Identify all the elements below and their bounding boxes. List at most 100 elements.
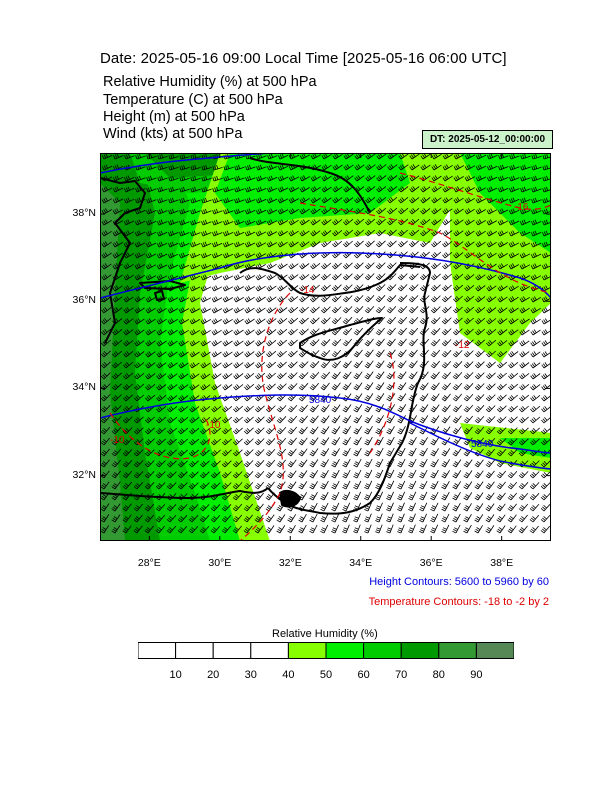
wind-barb <box>464 219 475 226</box>
wind-barb <box>331 502 340 512</box>
wind-barb <box>530 285 541 292</box>
lon-label: 32°E <box>278 557 302 569</box>
wind-barb <box>123 197 135 204</box>
wind-barb <box>430 371 440 380</box>
wind-barb <box>145 329 156 336</box>
wind-barb <box>210 514 221 523</box>
colorbar-swatch <box>287 642 327 659</box>
wind-barb <box>145 230 157 237</box>
wind-barb <box>442 208 453 215</box>
wind-barb <box>265 448 276 457</box>
field-rh: Relative Humidity (%) at 500 hPa <box>103 74 317 90</box>
wind-barb <box>178 384 189 391</box>
wind-barb <box>331 491 340 501</box>
wind-barb <box>310 295 320 303</box>
wind-barb <box>342 426 352 435</box>
wind-barb <box>200 460 210 468</box>
chart-title: Date: 2025-05-16 09:00 Local Time [2025-… <box>100 50 507 67</box>
wind-barb <box>398 229 408 237</box>
wind-barb <box>463 393 474 402</box>
colorbar-swatch <box>363 642 402 659</box>
wind-barb <box>244 296 255 303</box>
wind-barb <box>189 351 200 358</box>
wind-barb <box>200 384 211 391</box>
wind-barb <box>266 263 277 270</box>
wind-barb <box>233 351 244 358</box>
wind-barb <box>233 373 244 380</box>
wind-barb <box>507 416 518 424</box>
wind-barb <box>222 405 233 413</box>
wind-barb <box>507 525 517 534</box>
wind-barb <box>386 480 395 490</box>
wind-barb <box>210 460 221 468</box>
wind-barb <box>474 361 485 369</box>
wind-barb <box>277 350 287 358</box>
wind-barb <box>222 296 233 303</box>
wind-barb <box>309 459 319 468</box>
wind-barb <box>531 186 542 193</box>
wind-barb <box>178 373 189 380</box>
wind-barb <box>288 219 299 226</box>
wind-barb <box>134 274 145 281</box>
wind-barb <box>408 491 417 501</box>
lon-label: 30°E <box>208 557 232 569</box>
wind-barb <box>232 514 243 523</box>
wind-barb <box>212 164 223 171</box>
wind-barb <box>331 273 342 281</box>
wind-barb <box>354 197 365 204</box>
wind-barb <box>111 459 122 468</box>
wind-barb <box>342 338 353 347</box>
wind-barb <box>179 197 190 204</box>
wind-barb <box>232 449 243 457</box>
wind-barb <box>212 186 223 193</box>
wind-barb <box>474 448 484 457</box>
wind-barb <box>398 186 409 193</box>
wind-barb <box>408 338 418 347</box>
wind-barb <box>430 513 439 523</box>
wind-barb <box>464 186 475 193</box>
wind-barb <box>408 437 417 446</box>
wind-barb <box>441 350 452 358</box>
wind-barb <box>397 371 407 380</box>
wind-barb <box>386 338 396 347</box>
wind-barb <box>320 295 331 303</box>
wind-barb <box>133 514 143 523</box>
wind-barb <box>431 197 442 204</box>
wind-barb <box>254 405 265 413</box>
lat-label: 34°N <box>72 381 96 394</box>
wind-barb <box>419 524 427 534</box>
wind-barb <box>167 263 179 270</box>
wind-barb <box>332 153 343 160</box>
wind-barb <box>287 448 297 457</box>
wind-barb <box>212 197 223 204</box>
wind-barb <box>342 436 351 446</box>
wind-barb <box>298 524 307 534</box>
wind-barb <box>243 449 254 457</box>
wind-barb <box>441 360 452 369</box>
wind-barb <box>189 449 199 457</box>
wind-barb <box>486 361 496 369</box>
lon-label: 34°E <box>349 557 373 569</box>
wind-barb <box>309 317 320 325</box>
wind-barb <box>255 241 267 248</box>
wind-barb <box>233 394 244 402</box>
wind-barb <box>354 207 365 215</box>
temp-contour-1 <box>399 172 551 210</box>
wind-barb <box>288 230 299 237</box>
wind-barb <box>321 262 332 270</box>
wind-barb <box>100 492 110 501</box>
wind-barb <box>408 382 418 391</box>
wind-barb <box>463 470 473 479</box>
map-frame <box>100 153 551 541</box>
wind-barb <box>320 448 330 457</box>
wind-barb <box>342 360 352 369</box>
wind-barb <box>452 382 463 391</box>
wind-barb <box>375 360 385 369</box>
wind-barb <box>212 241 223 248</box>
wind-barb <box>332 262 342 270</box>
wind-barb <box>265 514 275 523</box>
wind-barb <box>452 415 462 424</box>
wind-barb <box>497 230 509 237</box>
wind-barb <box>386 382 396 391</box>
wind-barb <box>111 470 121 479</box>
